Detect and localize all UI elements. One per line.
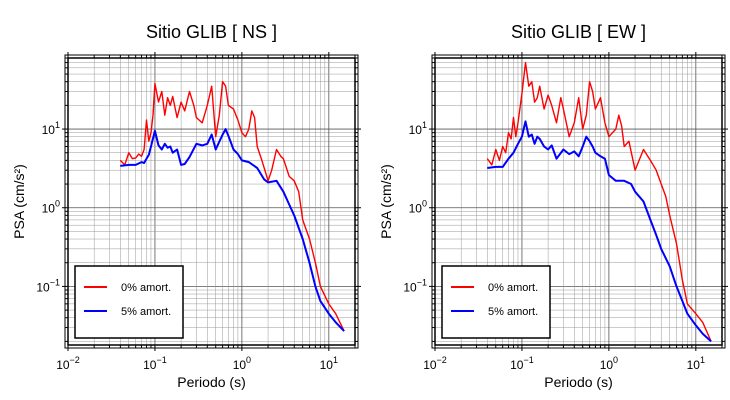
y-tick-base: 10 xyxy=(42,123,56,137)
x-tick-exponent: 0 xyxy=(613,355,618,365)
plot-frame xyxy=(434,57,723,346)
x-tick-base: 10 xyxy=(143,358,157,372)
y-tick-label: 10−1 xyxy=(403,277,427,294)
x-tick-label: 101 xyxy=(320,355,338,372)
y-tick-exponent: 0 xyxy=(422,199,427,209)
x-tick-exponent: 1 xyxy=(333,355,338,365)
x-tick-base: 10 xyxy=(687,358,701,372)
y-tick-label: 101 xyxy=(42,120,60,137)
y-tick-label: 10−1 xyxy=(36,277,60,294)
series-line-damping-5 xyxy=(120,128,345,332)
plot-frame-outer xyxy=(431,54,726,349)
legend: 0% amort. 5% amort. xyxy=(441,265,551,339)
chart-title: Sitio GLIB [ NS ] xyxy=(146,22,277,42)
y-tick-base: 10 xyxy=(409,123,423,137)
y-tick-exponent: −1 xyxy=(50,277,60,287)
x-tick-label: 100 xyxy=(600,355,618,372)
series-line-damping-0 xyxy=(486,61,712,342)
x-axis-label: Periodo (s) xyxy=(177,374,245,390)
x-tick-exponent: −2 xyxy=(437,355,447,365)
legend-label: 0% amort. xyxy=(488,282,538,294)
chart-title: Sitio GLIB [ EW ] xyxy=(511,22,646,42)
y-tick-exponent: 0 xyxy=(55,199,60,209)
x-tick-exponent: 1 xyxy=(700,355,705,365)
legend-label: 0% amort. xyxy=(121,282,171,294)
plot-frame xyxy=(67,57,356,346)
x-tick-base: 10 xyxy=(423,358,437,372)
y-tick-exponent: −1 xyxy=(417,277,427,287)
y-tick-label: 101 xyxy=(409,120,427,137)
series-line-damping-5 xyxy=(487,120,712,343)
y-axis-label: PSA (cm/s²) xyxy=(378,164,394,239)
legend-box xyxy=(441,265,551,339)
x-tick-base: 10 xyxy=(56,358,70,372)
legend-box xyxy=(74,265,184,339)
y-tick-base: 10 xyxy=(42,202,56,216)
legend: 0% amort. 5% amort. xyxy=(74,265,184,339)
x-tick-base: 10 xyxy=(320,358,334,372)
x-tick-label: 10−1 xyxy=(510,355,534,372)
x-tick-exponent: −2 xyxy=(70,355,80,365)
y-tick-label: 100 xyxy=(42,199,60,216)
y-tick-label: 100 xyxy=(409,199,427,216)
x-tick-base: 10 xyxy=(233,358,247,372)
x-tick-exponent: −1 xyxy=(523,355,533,365)
y-tick-exponent: 1 xyxy=(55,120,60,130)
legend-label: 5% amort. xyxy=(121,306,171,318)
x-tick-exponent: 0 xyxy=(246,355,251,365)
x-tick-label: 10−2 xyxy=(56,355,80,372)
x-tick-base: 10 xyxy=(510,358,524,372)
y-tick-exponent: 1 xyxy=(422,120,427,130)
x-tick-base: 10 xyxy=(600,358,614,372)
y-tick-base: 10 xyxy=(409,202,423,216)
x-tick-label: 10−2 xyxy=(423,355,447,372)
y-tick-base: 10 xyxy=(36,280,50,294)
legend-label: 5% amort. xyxy=(488,306,538,318)
x-tick-label: 100 xyxy=(233,355,251,372)
y-tick-base: 10 xyxy=(403,280,417,294)
series-line-damping-0 xyxy=(119,80,345,332)
x-tick-label: 101 xyxy=(687,355,705,372)
x-tick-label: 10−1 xyxy=(143,355,167,372)
x-tick-exponent: −1 xyxy=(156,355,166,365)
x-axis-label: Periodo (s) xyxy=(544,374,612,390)
plot-frame-outer xyxy=(64,54,359,349)
y-axis-label: PSA (cm/s²) xyxy=(11,164,27,239)
